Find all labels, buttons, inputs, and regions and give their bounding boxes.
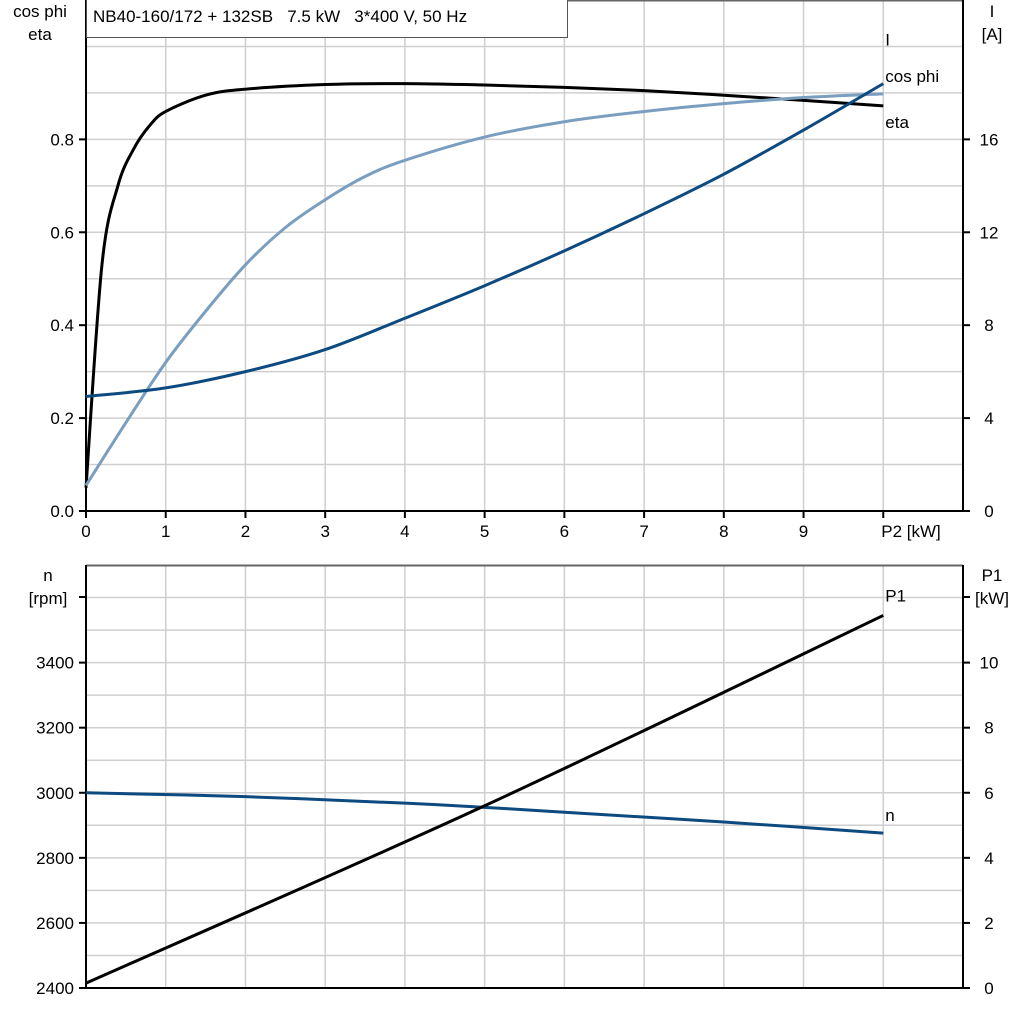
series-label-n: n <box>885 806 894 825</box>
right-axis-label: [A] <box>982 25 1003 44</box>
right-axis-tick-label: 8 <box>984 719 993 738</box>
x-axis-tick-label: 4 <box>400 522 409 541</box>
x-axis-label: P2 [kW] <box>881 522 941 541</box>
left-axis-label: [rpm] <box>29 589 68 608</box>
left-axis-tick-label: 3400 <box>36 654 74 673</box>
right-axis-tick-label: 4 <box>984 849 993 868</box>
x-axis-tick-label: 8 <box>719 522 728 541</box>
left-axis-tick-label: 2800 <box>36 849 74 868</box>
x-axis-tick-label: 7 <box>639 522 648 541</box>
right-axis-tick-label: 0 <box>984 502 993 521</box>
right-axis-tick-label: 8 <box>984 316 993 335</box>
left-axis-label: cos phi <box>13 2 67 21</box>
left-axis-label: n <box>43 566 52 585</box>
left-axis-tick-label: 0.4 <box>50 316 74 335</box>
series-label-cos-phi: cos phi <box>885 67 939 86</box>
left-axis-tick-label: 2600 <box>36 914 74 933</box>
x-axis-tick-label: 9 <box>799 522 808 541</box>
right-axis-tick-label: 10 <box>980 654 999 673</box>
x-axis-tick-label: 3 <box>320 522 329 541</box>
right-axis-tick-label: 2 <box>984 914 993 933</box>
left-axis-tick-label: 3200 <box>36 719 74 738</box>
chart-title: NB40-160/172 + 132SB 7.5 kW 3*400 V, 50 … <box>86 0 568 38</box>
left-axis-tick-label: 0.8 <box>50 130 74 149</box>
x-axis-tick-label: 2 <box>241 522 250 541</box>
series-label-P1: P1 <box>885 586 906 605</box>
series-label-I: I <box>885 31 890 50</box>
left-axis-tick-label: 2400 <box>36 979 74 998</box>
x-axis-tick-label: 0 <box>81 522 90 541</box>
left-axis-label: eta <box>28 25 52 44</box>
right-axis-tick-label: 6 <box>984 784 993 803</box>
right-axis-label: I <box>990 2 995 21</box>
series-line-cos-phi <box>84 92 884 487</box>
right-axis-tick-label: 16 <box>980 130 999 149</box>
left-axis-tick-label: 0.6 <box>50 223 74 242</box>
right-axis-label: [kW] <box>975 589 1009 608</box>
right-axis-label: P1 <box>982 566 1003 585</box>
left-axis-tick-label: 0.0 <box>50 502 74 521</box>
right-axis-tick-label: 12 <box>980 223 999 242</box>
series-label-eta: eta <box>885 113 909 132</box>
series-line-eta <box>84 82 884 488</box>
x-axis-tick-label: 6 <box>560 522 569 541</box>
right-axis-tick-label: 4 <box>984 409 993 428</box>
right-axis-tick-label: 0 <box>984 979 993 998</box>
x-axis-tick-label: 1 <box>161 522 170 541</box>
x-axis-tick-label: 5 <box>480 522 489 541</box>
left-axis-tick-label: 3000 <box>36 784 74 803</box>
series-line-I <box>85 82 885 398</box>
left-axis-tick-label: 0.2 <box>50 409 74 428</box>
series-line-P1 <box>85 614 884 985</box>
